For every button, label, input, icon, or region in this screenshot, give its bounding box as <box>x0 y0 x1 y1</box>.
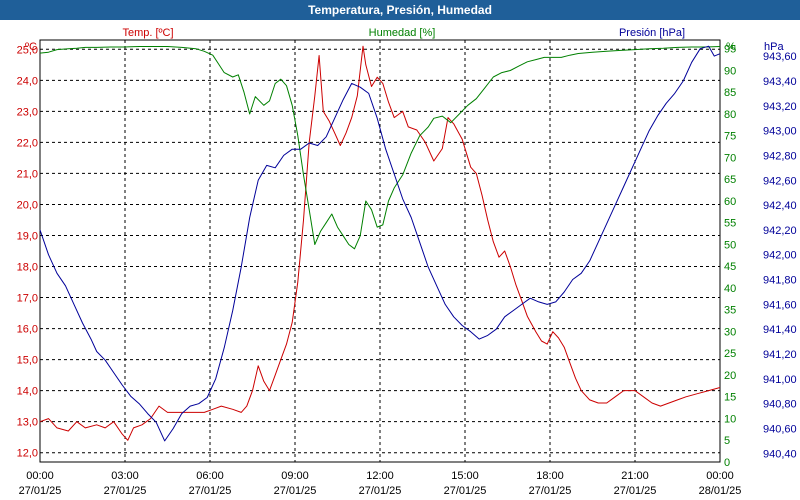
temp-tick-label: 20,0 <box>17 199 38 211</box>
x-tick-time: 00:00 <box>26 470 54 482</box>
humidity-tick-label: 5 <box>724 435 730 447</box>
pressure-tick-label: 942,20 <box>763 225 797 237</box>
humidity-tick-label: 70 <box>724 152 736 164</box>
window-title: Temperatura, Presión, Humedad <box>0 0 800 20</box>
humidity-tick-label: 60 <box>724 196 736 208</box>
pressure-tick-label: 942,60 <box>763 175 797 187</box>
humidity-tick-label: 90 <box>724 65 736 77</box>
pressure-tick-label: 943,40 <box>763 76 797 88</box>
pressure-tick-label: 941,80 <box>763 275 797 287</box>
pressure-tick-label: 941,00 <box>763 374 797 386</box>
humidity-tick-label: 35 <box>724 305 736 317</box>
temp-tick-label: 22,0 <box>17 137 38 149</box>
humidity-tick-label: 85 <box>724 87 736 99</box>
temp-tick-label: 17,0 <box>17 293 38 305</box>
x-tick-date: 27/01/25 <box>104 485 147 497</box>
temp-tick-label: 25,0 <box>17 44 38 56</box>
pressure-tick-label: 941,60 <box>763 299 797 311</box>
pressure-tick-label: 943,60 <box>763 51 797 63</box>
temp-unit-label: ºC <box>25 41 37 53</box>
temp-tick-label: 15,0 <box>17 355 38 367</box>
pressure-tick-label: 940,60 <box>763 423 797 435</box>
x-tick-date: 28/01/25 <box>699 485 742 497</box>
plot-frame <box>39 39 721 463</box>
pressure-tick-label: 942,40 <box>763 200 797 212</box>
pressure-series-header: Presión [hPa] <box>619 27 685 39</box>
axis-labels: 00:00 27/01/25 03:00 27/01/25 06:00 27/01/25 0… <box>17 44 797 497</box>
temp-series-header: Temp. [ºC] <box>122 27 173 39</box>
hum-series-line <box>39 46 721 250</box>
pressure-unit-label: hPa <box>764 41 784 53</box>
x-tick-time: 00:00 <box>706 470 734 482</box>
temp-tick-label: 18,0 <box>17 262 38 274</box>
temp-tick-label: 23,0 <box>17 106 38 118</box>
humidity-tick-label: 80 <box>724 109 736 121</box>
series-lines <box>39 45 721 442</box>
humidity-series-header: Humedad [%] <box>369 27 436 39</box>
humidity-tick-label: 55 <box>724 218 736 230</box>
humidity-tick-label: 75 <box>724 131 736 143</box>
temp-tick-label: 19,0 <box>17 230 38 242</box>
x-tick-time: 09:00 <box>281 470 309 482</box>
pressure-tick-label: 941,20 <box>763 349 797 361</box>
x-tick-date: 27/01/25 <box>274 485 317 497</box>
temp-tick-label: 13,0 <box>17 417 38 429</box>
grid-lines <box>40 40 720 462</box>
x-tick-date: 27/01/25 <box>359 485 402 497</box>
humidity-tick-label: 30 <box>724 326 736 338</box>
humidity-tick-label: 20 <box>724 370 736 382</box>
x-tick-time: 03:00 <box>111 470 139 482</box>
pressure-tick-label: 942,80 <box>763 150 797 162</box>
x-tick-date: 27/01/25 <box>529 485 572 497</box>
pressure-tick-label: 940,80 <box>763 399 797 411</box>
humidity-tick-label: 50 <box>724 239 736 251</box>
pressure-tick-label: 943,00 <box>763 126 797 138</box>
pressure-tick-label: 940,40 <box>763 448 797 460</box>
pressure-tick-label: 942,00 <box>763 250 797 262</box>
pressure-tick-label: 943,20 <box>763 101 797 113</box>
chart-background <box>0 20 800 500</box>
temp-tick-label: 21,0 <box>17 168 38 180</box>
x-tick-time: 06:00 <box>196 470 224 482</box>
humidity-tick-label: 25 <box>724 348 736 360</box>
temp-tick-label: 12,0 <box>17 448 38 460</box>
pres-series-line <box>39 45 721 442</box>
temp-series-line <box>39 45 721 441</box>
humidity-tick-label: 45 <box>724 261 736 273</box>
x-tick-time: 15:00 <box>451 470 479 482</box>
temp-tick-label: 14,0 <box>17 386 38 398</box>
x-tick-date: 27/01/25 <box>19 485 62 497</box>
temp-tick-label: 16,0 <box>17 324 38 336</box>
weather-chart: 00:00 27/01/25 03:00 27/01/25 06:00 27/01/25 0… <box>0 20 800 500</box>
pressure-tick-label: 941,40 <box>763 324 797 336</box>
temp-tick-label: 24,0 <box>17 75 38 87</box>
x-tick-time: 12:00 <box>366 470 394 482</box>
humidity-tick-label: 95 <box>724 44 736 56</box>
humidity-tick-label: 65 <box>724 174 736 186</box>
x-tick-date: 27/01/25 <box>444 485 487 497</box>
humidity-tick-label: 40 <box>724 283 736 295</box>
humidity-tick-label: 0 <box>724 457 730 469</box>
x-tick-time: 18:00 <box>536 470 564 482</box>
humidity-tick-label: 15 <box>724 392 736 404</box>
x-tick-date: 27/01/25 <box>614 485 657 497</box>
x-tick-date: 27/01/25 <box>189 485 232 497</box>
x-tick-time: 21:00 <box>621 470 649 482</box>
humidity-unit-label: % <box>726 41 736 53</box>
humidity-tick-label: 10 <box>724 413 736 425</box>
